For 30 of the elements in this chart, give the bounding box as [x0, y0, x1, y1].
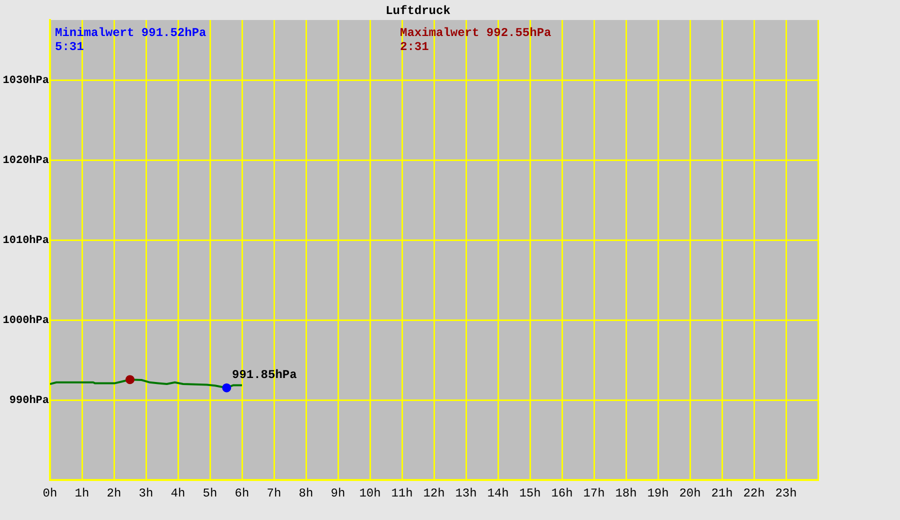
- x-tick-label: 14h: [487, 486, 509, 500]
- x-tick-label: 9h: [330, 486, 346, 500]
- x-tick-label: 21h: [711, 486, 733, 500]
- x-tick-label: 2h: [106, 486, 122, 500]
- x-tick-label: 3h: [138, 486, 154, 500]
- x-tick-label: 13h: [455, 486, 477, 500]
- chart-title: Luftdruck: [386, 4, 450, 18]
- x-tick-label: 0h: [42, 486, 58, 500]
- x-tick-label: 4h: [170, 486, 186, 500]
- x-tick-label: 16h: [551, 486, 573, 500]
- y-tick-label: 1030hPa: [2, 74, 50, 87]
- x-tick-label: 7h: [266, 486, 282, 500]
- y-tick-label: 1010hPa: [2, 234, 50, 247]
- x-tick-label: 1h: [74, 486, 90, 500]
- x-tick-label: 10h: [359, 486, 381, 500]
- x-tick-label: 11h: [391, 486, 413, 500]
- x-tick-label: 23h: [775, 486, 797, 500]
- x-tick-label: 20h: [679, 486, 701, 500]
- x-tick-label: 19h: [647, 486, 669, 500]
- x-tick-label: 6h: [234, 486, 250, 500]
- y-tick-label: 990hPa: [9, 394, 50, 407]
- x-tick-label: 12h: [423, 486, 445, 500]
- x-tick-label: 17h: [583, 486, 605, 500]
- x-tick-label: 8h: [298, 486, 314, 500]
- y-tick-label: 1000hPa: [2, 314, 50, 327]
- x-tick-label: 18h: [615, 486, 637, 500]
- x-tick-label: 15h: [519, 486, 541, 500]
- x-tick-label: 22h: [743, 486, 765, 500]
- x-tick-label: 5h: [202, 486, 218, 500]
- y-tick-label: 1020hPa: [2, 154, 50, 167]
